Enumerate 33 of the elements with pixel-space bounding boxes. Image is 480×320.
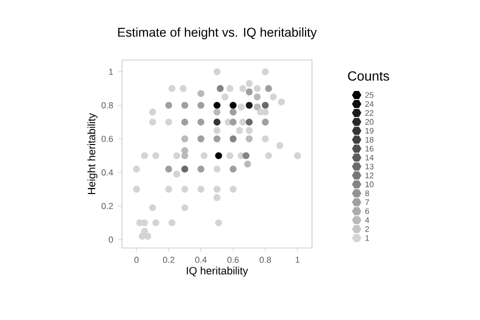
color-bar-label: 10: [366, 182, 374, 188]
x-tick-label: 0.4: [195, 256, 207, 263]
x-tick-label: 0: [134, 256, 139, 263]
y-tick-label: 0: [108, 236, 113, 243]
color-bar-label: 18: [366, 136, 374, 143]
color-bar-label: 22: [365, 110, 374, 116]
y-tick-label: 0.2: [102, 202, 113, 210]
color-bar-label: 25: [365, 92, 374, 98]
color-bar-label: 8: [365, 190, 370, 196]
x-tick-label: 0.6: [227, 256, 239, 263]
color-bar-title: Counts: [348, 71, 390, 81]
color-bar-label: 2: [365, 226, 369, 232]
color-bar-label: 12: [366, 172, 374, 178]
y-tick-label: 1: [109, 68, 113, 75]
color-bar-label: 14: [366, 154, 374, 160]
color-bar-label: 24: [365, 101, 374, 107]
x-tick-label: 1: [296, 256, 300, 263]
color-bar-label: 16: [366, 146, 374, 152]
chart-title: Estimate of height vs. IQ heritability: [118, 27, 317, 40]
x-axis-title: IQ heritability: [186, 266, 248, 277]
x-tick-label: 0.2: [163, 256, 174, 263]
y-axis-title: Height heritability: [87, 113, 98, 194]
color-bar-label: 1: [366, 235, 369, 241]
color-bar-label: 7: [365, 200, 369, 206]
color-bar-label: 6: [365, 208, 370, 214]
color-bar-label: 13: [366, 164, 374, 170]
y-tick-label: 0.4: [102, 169, 114, 176]
y-tick-label: 0.8: [102, 102, 113, 108]
y-tick-label: 0.6: [102, 136, 113, 142]
x-tick-label: 0.8: [260, 256, 271, 263]
color-bar-label: 20: [365, 119, 374, 125]
color-bar-label: 19: [366, 128, 374, 134]
color-bar-label: 4: [365, 217, 370, 223]
